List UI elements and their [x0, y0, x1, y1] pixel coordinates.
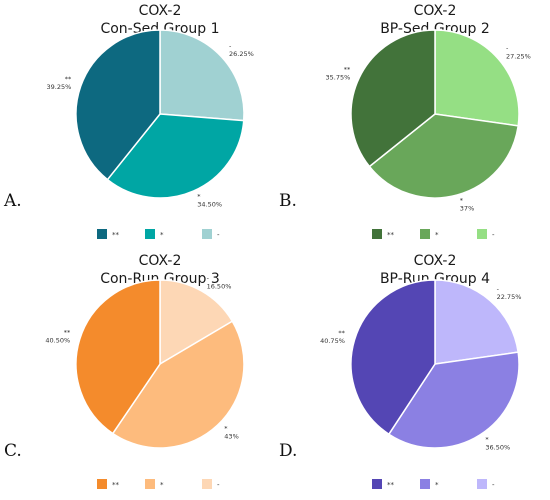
slice-percent-label: 35.75%	[326, 73, 351, 81]
chart-title: COX-2	[139, 253, 182, 269]
pie-chart: COX-2BP-Run Group 4D.-22.75%*36.50%**40.…	[279, 253, 522, 489]
legend-label: **	[387, 481, 395, 489]
panel-letter: A.	[3, 191, 22, 211]
slice-percent-label: 16.50%	[207, 282, 232, 290]
slice-percent-label: 40.50%	[45, 336, 70, 344]
slice-percent-label: 27.25%	[506, 52, 531, 60]
slice-percent-label: 26.25%	[229, 50, 254, 58]
chart-title: COX-2	[414, 253, 457, 269]
chart-subtitle: Con-Run Group 3	[100, 271, 220, 287]
slice-percent-label: 40.75%	[320, 337, 345, 345]
slice-percent-label: 43%	[224, 433, 238, 441]
slice-significance-label: **	[338, 329, 345, 337]
slice-percent-label: 22.75%	[497, 293, 522, 301]
legend-label: **	[112, 231, 120, 239]
slice-significance-label: -	[497, 285, 500, 293]
pie-chart: COX-2BP-Sed Group 2B.-27.25%*37%**35.75%…	[279, 3, 531, 239]
slice-significance-label: **	[344, 65, 351, 73]
pie-slice	[434, 279, 520, 365]
legend-swatch	[477, 479, 487, 489]
legend-swatch	[372, 229, 382, 239]
legend-label: **	[112, 481, 120, 489]
legend-swatch	[372, 479, 382, 489]
panel-letter: D.	[279, 441, 297, 461]
legend-label: -	[492, 231, 495, 239]
panel-a: COX-2 Con-Sed Group 1 A. -26.25% * 34.50% ** 39…	[0, 0, 275, 250]
pie-slice	[350, 29, 436, 168]
panel-b: COX-2 BP-Sed Group 2 B. -27.25% * 37% ** 35.75%…	[275, 0, 550, 250]
slice-significance-label: *	[197, 192, 201, 200]
legend-label: *	[160, 231, 164, 239]
legend-swatch	[477, 229, 487, 239]
panel-c: COX-2 Con-Run Group 3 C. -16.50% * 43% ** 40.50…	[0, 250, 275, 500]
chart-subtitle: BP-Run Group 4	[380, 271, 490, 287]
pie-slice	[387, 351, 520, 449]
slice-percent-label: 37%	[460, 205, 474, 213]
legend-swatch	[202, 229, 212, 239]
panel-letter: C.	[4, 441, 22, 461]
legend-label: -	[217, 481, 220, 489]
slice-percent-label: 34.50%	[197, 200, 222, 208]
chart-subtitle: Con-Sed Group 1	[100, 21, 219, 37]
legend-swatch	[97, 479, 107, 489]
legend-swatch	[145, 479, 155, 489]
legend-label: -	[217, 231, 220, 239]
pie-slice	[111, 320, 245, 449]
chart-subtitle: BP-Sed Group 2	[380, 21, 490, 37]
slice-significance-label: -	[229, 42, 232, 50]
panel-d: COX-2 BP-Run Group 4 D. -22.75% * 36.50% ** 40.…	[275, 250, 550, 500]
chart-title: COX-2	[139, 3, 182, 19]
legend-swatch	[420, 479, 430, 489]
pie-slice	[368, 113, 520, 199]
pie-slice	[75, 279, 161, 435]
legend-swatch	[420, 229, 430, 239]
pie-slice	[434, 29, 520, 127]
legend-label: *	[435, 481, 439, 489]
legend-label: -	[492, 481, 495, 489]
pie-slice	[159, 279, 234, 366]
panel-letter: B.	[279, 191, 297, 211]
slice-significance-label: **	[65, 75, 72, 83]
slice-percent-label: 36.50%	[485, 443, 510, 451]
legend-swatch	[97, 229, 107, 239]
slice-significance-label: *	[485, 435, 489, 443]
pie-slice	[75, 29, 161, 181]
chart-title: COX-2	[414, 3, 457, 19]
slice-significance-label: *	[224, 425, 228, 433]
legend-label: *	[160, 481, 164, 489]
pie-slice	[106, 113, 245, 199]
legend-swatch	[145, 229, 155, 239]
slice-significance-label: -	[506, 44, 509, 52]
slice-significance-label: **	[64, 328, 71, 336]
legend-label: *	[435, 231, 439, 239]
slice-percent-label: 39.25%	[47, 83, 72, 91]
pie-slice	[159, 29, 245, 122]
pie-slice	[350, 279, 436, 436]
slice-significance-label: *	[460, 197, 464, 205]
slice-significance-label: -	[207, 274, 210, 282]
legend-label: **	[387, 231, 395, 239]
legend-swatch	[202, 479, 212, 489]
